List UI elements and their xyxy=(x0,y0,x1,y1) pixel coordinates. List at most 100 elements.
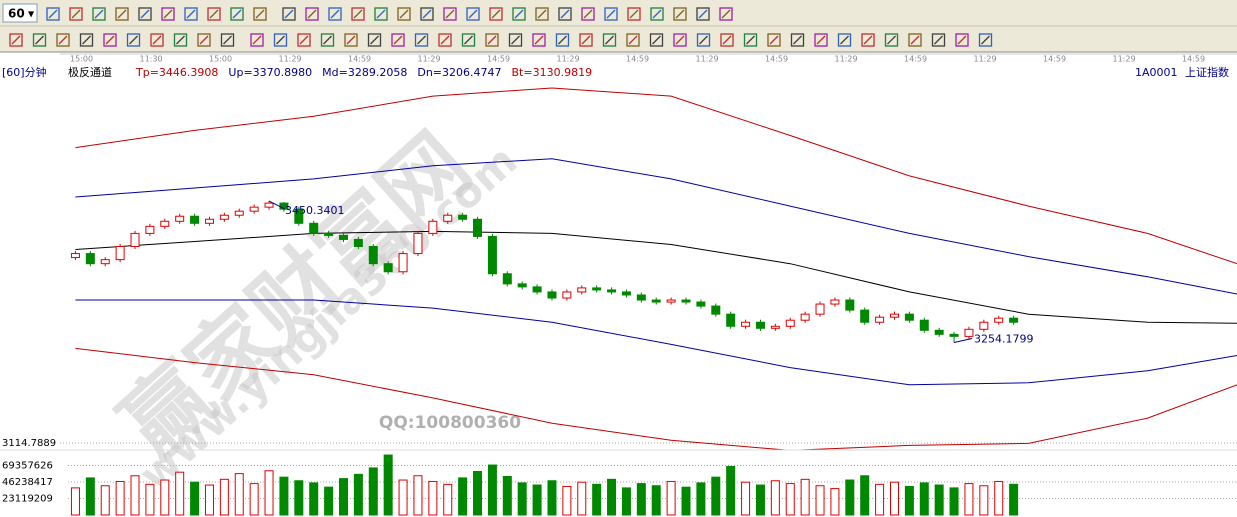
toolbar-button[interactable] xyxy=(532,33,546,47)
icon xyxy=(581,7,595,21)
toolbar-button[interactable] xyxy=(485,33,499,47)
toolbar-button[interactable] xyxy=(837,33,852,47)
icon xyxy=(9,33,23,47)
toolbar-button[interactable] xyxy=(173,33,188,47)
toolbar-button[interactable] xyxy=(649,33,664,47)
toolbar-button[interactable] xyxy=(719,7,733,21)
toolbar-button[interactable] xyxy=(320,33,335,47)
icon-stroke xyxy=(129,35,138,45)
volume-bar xyxy=(607,478,617,516)
icon xyxy=(273,33,288,47)
indicator-value: Md=3289.2058 xyxy=(322,66,407,79)
time-label: 11:29 xyxy=(974,55,997,64)
toolbar-button[interactable] xyxy=(579,33,593,47)
icon-stroke xyxy=(11,35,21,45)
toolbar-button[interactable] xyxy=(184,7,198,21)
toolbar-button[interactable] xyxy=(328,7,342,21)
icon-stroke xyxy=(105,35,115,45)
toolbar-button[interactable] xyxy=(604,7,618,21)
toolbar-button[interactable] xyxy=(420,7,434,21)
icon xyxy=(443,7,457,21)
toolbar-button[interactable] xyxy=(908,33,922,47)
toolbar-button[interactable] xyxy=(884,33,899,47)
toolbar-button[interactable] xyxy=(443,7,457,21)
toolbar-button[interactable] xyxy=(230,7,244,21)
candle-body xyxy=(815,303,825,315)
volume-bar xyxy=(353,473,363,516)
toolbar-button[interactable] xyxy=(767,33,781,47)
toolbar-button[interactable] xyxy=(790,33,805,47)
toolbar-button[interactable] xyxy=(79,33,94,47)
icon xyxy=(719,7,733,21)
toolbar-button[interactable] xyxy=(558,7,572,21)
toolbar-button[interactable] xyxy=(602,33,617,47)
toolbar-button[interactable] xyxy=(438,33,452,47)
toolbar-button[interactable] xyxy=(103,33,117,47)
candle-body xyxy=(353,238,363,248)
volume-bar xyxy=(934,484,944,516)
toolbar-button[interactable] xyxy=(955,33,969,47)
toolbar-button[interactable] xyxy=(814,33,828,47)
toolbar-button[interactable] xyxy=(673,33,687,47)
toolbar-button[interactable] xyxy=(931,33,946,47)
toolbar-button[interactable] xyxy=(743,33,758,47)
toolbar-button[interactable] xyxy=(535,7,549,21)
toolbar-button[interactable] xyxy=(626,33,640,47)
toolbar-button[interactable] xyxy=(978,33,993,47)
toolbar-button[interactable] xyxy=(92,7,106,21)
volume-bar xyxy=(204,484,214,516)
toolbar-button[interactable] xyxy=(374,7,388,21)
icon xyxy=(320,33,335,47)
toolbar-button[interactable] xyxy=(126,33,141,47)
toolbar-button[interactable] xyxy=(250,33,264,47)
toolbar-button[interactable] xyxy=(138,7,152,21)
toolbar-button[interactable] xyxy=(305,7,319,21)
volume-bar xyxy=(815,485,825,516)
icon xyxy=(884,33,899,47)
toolbar-button[interactable] xyxy=(512,7,526,21)
toolbar-button[interactable] xyxy=(220,33,235,47)
toolbar-button[interactable] xyxy=(297,33,311,47)
toolbar-button[interactable] xyxy=(273,33,288,47)
toolbar-button[interactable] xyxy=(161,7,175,21)
toolbar-button[interactable] xyxy=(32,33,47,47)
toolbar-button[interactable] xyxy=(673,7,687,21)
toolbar-button[interactable] xyxy=(466,7,480,21)
toolbar-button[interactable] xyxy=(461,33,476,47)
toolbar-button[interactable] xyxy=(489,7,503,21)
toolbar-button[interactable] xyxy=(555,33,570,47)
toolbar-button[interactable] xyxy=(9,33,23,47)
toolbar-button[interactable] xyxy=(115,7,129,21)
toolbar-button[interactable] xyxy=(150,33,164,47)
icon xyxy=(627,7,641,21)
toolbar-button[interactable] xyxy=(351,7,365,21)
toolbar-button[interactable] xyxy=(397,7,411,21)
toolbar-button[interactable] xyxy=(627,7,641,21)
toolbar-button[interactable] xyxy=(696,33,711,47)
toolbar-button[interactable] xyxy=(696,7,710,21)
toolbar-button[interactable] xyxy=(861,33,875,47)
toolbar-button[interactable] xyxy=(253,7,267,21)
period-select[interactable] xyxy=(2,3,38,23)
toolbar-button[interactable] xyxy=(207,7,221,21)
toolbar-button[interactable] xyxy=(367,33,382,47)
icon xyxy=(220,33,235,47)
toolbar-button[interactable] xyxy=(282,7,296,21)
toolbar-button[interactable] xyxy=(414,33,429,47)
toolbar-button[interactable] xyxy=(344,33,358,47)
icon xyxy=(558,7,572,21)
toolbar-button[interactable] xyxy=(197,33,211,47)
toolbar-button[interactable] xyxy=(508,33,523,47)
toolbar-button[interactable] xyxy=(391,33,405,47)
toolbar-button[interactable] xyxy=(56,33,70,47)
icon xyxy=(555,33,570,47)
toolbar-button[interactable] xyxy=(46,7,60,21)
toolbar-button[interactable] xyxy=(69,7,83,21)
icon-stroke xyxy=(445,9,455,19)
toolbar-button[interactable] xyxy=(720,33,734,47)
time-label: 11:29 xyxy=(418,55,441,64)
icon-stroke xyxy=(722,35,732,45)
toolbar-button[interactable] xyxy=(581,7,595,21)
volume-bar xyxy=(234,473,244,516)
toolbar-button[interactable] xyxy=(650,7,664,21)
